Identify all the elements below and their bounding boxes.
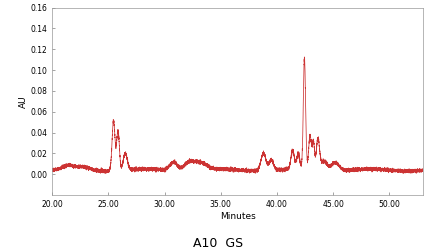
Text: A10  GS: A10 GS bbox=[193, 237, 243, 250]
X-axis label: Minutes: Minutes bbox=[220, 212, 255, 221]
Y-axis label: AU: AU bbox=[19, 95, 27, 108]
